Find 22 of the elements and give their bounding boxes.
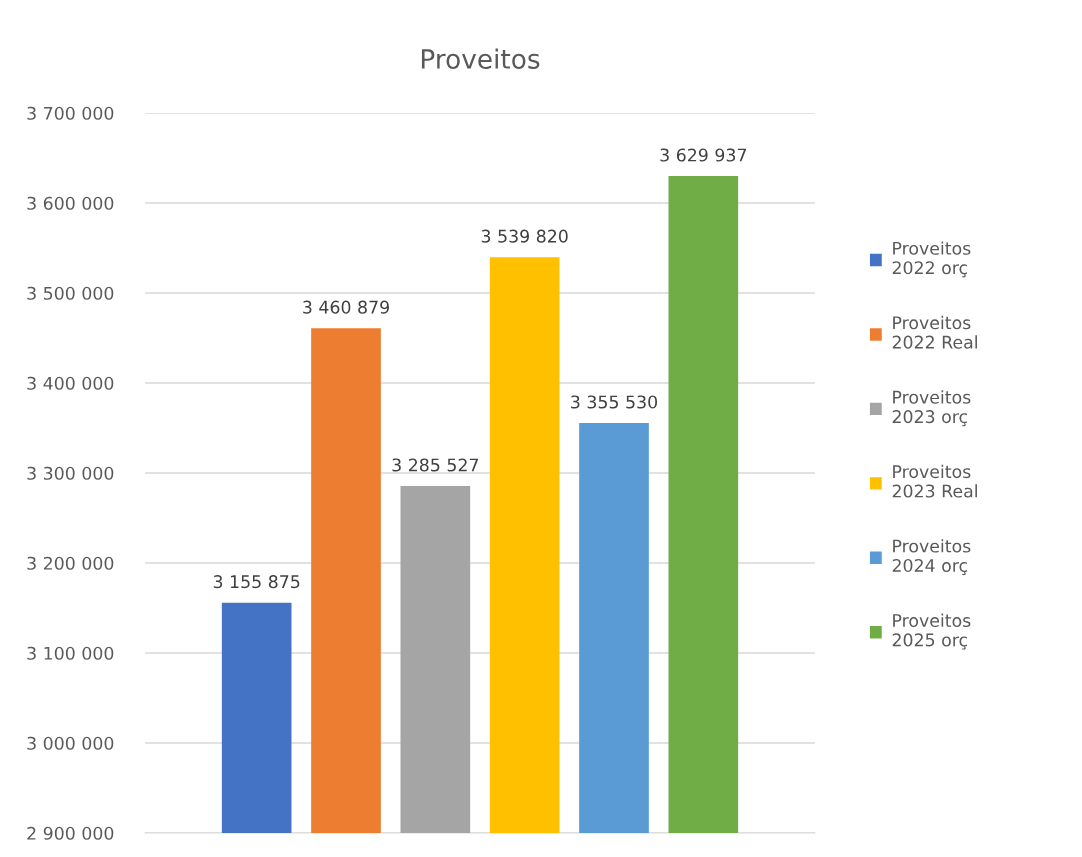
legend-label: Proveitos 2022 Real — [892, 315, 977, 349]
y-tick-label: 3 700 000 — [27, 106, 114, 120]
legend-label: Proveitos 2023 Real — [892, 464, 977, 498]
y-tick-label: 2 900 000 — [27, 826, 114, 840]
legend-label: Proveitos 2022 orç — [892, 241, 971, 278]
data-label: 3 539 820 — [481, 229, 568, 243]
y-tick-label: 3 600 000 — [27, 196, 114, 210]
legend-label: Proveitos 2025 orç — [892, 613, 971, 650]
data-label: 3 460 879 — [303, 300, 389, 314]
y-tick-label: 3 000 000 — [27, 736, 114, 750]
y-tick-label: 3 500 000 — [27, 286, 114, 300]
data-label: 3 285 527 — [392, 458, 479, 472]
chart-title: Proveitos — [421, 48, 540, 69]
y-tick-label: 3 300 000 — [27, 466, 114, 480]
y-tick-label: 3 200 000 — [27, 556, 114, 570]
legend-label: Proveitos 2024 orç — [892, 539, 971, 576]
legend-label: Proveitos 2023 orç — [892, 390, 971, 427]
data-label: 3 155 875 — [213, 575, 300, 589]
data-label: 3 629 937 — [660, 148, 747, 162]
y-tick-label: 3 100 000 — [27, 646, 114, 660]
data-label: 3 355 530 — [571, 395, 658, 409]
y-tick-label: 3 400 000 — [27, 376, 114, 390]
